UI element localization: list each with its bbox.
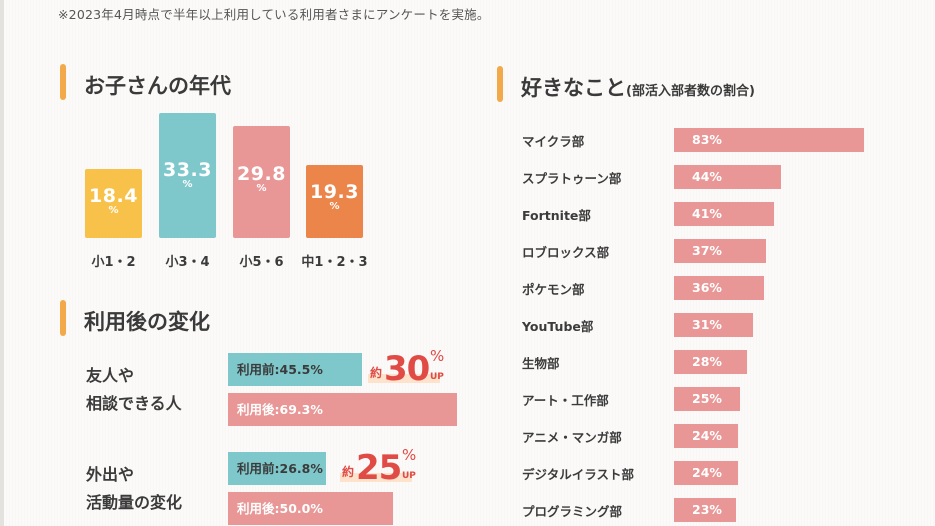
increase-suffix: UP — [402, 471, 416, 481]
likes-bar: 24% — [674, 424, 739, 448]
age-category-label: 小3・4 — [165, 255, 210, 270]
increase-prefix: 約 — [370, 366, 383, 380]
before-bar: 利用前:26.8% — [228, 452, 326, 485]
likes-title-main: 好きなこと — [521, 76, 626, 100]
section-accent-age — [60, 64, 66, 100]
age-title: お子さんの年代 — [84, 74, 231, 98]
increase-highlight — [340, 473, 412, 482]
increase-unit: % — [402, 446, 417, 464]
change-group-label-line: 相談できる人 — [86, 394, 182, 413]
age-bar-value: 29.8 — [237, 162, 286, 185]
age-bar: 29.8% — [233, 125, 290, 238]
likes-category-label: YouTube部 — [522, 319, 594, 334]
likes-bar: 36% — [674, 276, 764, 300]
likes-bar: 41% — [674, 202, 775, 226]
increase-badge: 約 30% UP — [368, 347, 458, 389]
increase-suffix: UP — [430, 372, 444, 382]
likes-bar: 25% — [674, 387, 741, 411]
likes-category-label: ロブロックス部 — [522, 245, 610, 260]
change-group-label-line: 活動量の変化 — [86, 493, 183, 512]
likes-bar: 31% — [674, 313, 754, 337]
likes-category-label: 生物部 — [522, 356, 560, 371]
likes-category-label: プログラミング部 — [522, 504, 623, 519]
increase-prefix: 約 — [342, 465, 355, 479]
section-accent-likes — [497, 66, 503, 102]
section-accent-change — [60, 300, 66, 336]
likes-category-label: アニメ・マンガ部 — [522, 430, 622, 445]
survey-note: ※2023年4月時点で半年以上利用している利用者さまにアンケートを実施。 — [58, 7, 490, 22]
likes-title: 好きなこと(部活入部者数の割合) — [521, 72, 755, 102]
increase-highlight — [368, 374, 440, 383]
likes-category-label: デジタルイラスト部 — [522, 467, 635, 482]
likes-category-label: Fortnite部 — [522, 208, 591, 223]
age-category-label: 中1・2・3 — [301, 255, 368, 270]
likes-category-label: ポケモン部 — [522, 282, 585, 297]
likes-category-label: スプラトゥーン部 — [522, 171, 622, 186]
age-bar-value: 19.3 — [310, 181, 359, 204]
age-bar-value: 33.3 — [163, 158, 212, 181]
change-group-label-line: 外出や — [86, 465, 135, 484]
likes-title-sub: (部活入部者数の割合) — [626, 84, 755, 99]
likes-category-label: アート・工作部 — [522, 393, 609, 408]
age-bar: 33.3% — [159, 112, 216, 238]
likes-bar: 37% — [674, 239, 766, 263]
increase-unit: % — [430, 347, 445, 365]
likes-bar: 24% — [674, 461, 739, 485]
age-bar-unit: % — [182, 178, 193, 190]
age-bar: 18.4% — [85, 168, 142, 238]
increase-badge: 約 25% UP — [340, 446, 430, 488]
likes-bar: 23% — [674, 498, 736, 522]
age-bar-unit: % — [256, 182, 267, 194]
change-group-label: 外出や 活動量の変化 — [86, 461, 182, 517]
likes-bar: 28% — [674, 350, 747, 374]
increase-value: 30 — [384, 349, 430, 389]
age-bar: 19.3% — [306, 165, 363, 238]
likes-bar: 44% — [674, 165, 781, 189]
age-bar-unit: % — [329, 201, 340, 213]
after-bar: 利用後:50.0% — [228, 492, 393, 525]
change-title: 利用後の変化 — [84, 310, 210, 334]
before-bar: 利用前:45.5% — [228, 353, 362, 386]
age-category-label: 小1・2 — [91, 255, 136, 270]
age-category-label: 小5・6 — [239, 255, 284, 270]
likes-category-label: マイクラ部 — [522, 134, 585, 149]
after-bar: 利用後:69.3% — [228, 393, 457, 426]
increase-value: 25 — [356, 448, 402, 488]
likes-bar: 83% — [674, 128, 864, 152]
age-bar-value: 18.4 — [89, 184, 138, 207]
change-group-label: 友人や 相談できる人 — [86, 362, 182, 418]
age-bar-unit: % — [108, 204, 119, 216]
page-edge — [0, 0, 4, 526]
change-group-label-line: 友人や — [86, 366, 135, 385]
